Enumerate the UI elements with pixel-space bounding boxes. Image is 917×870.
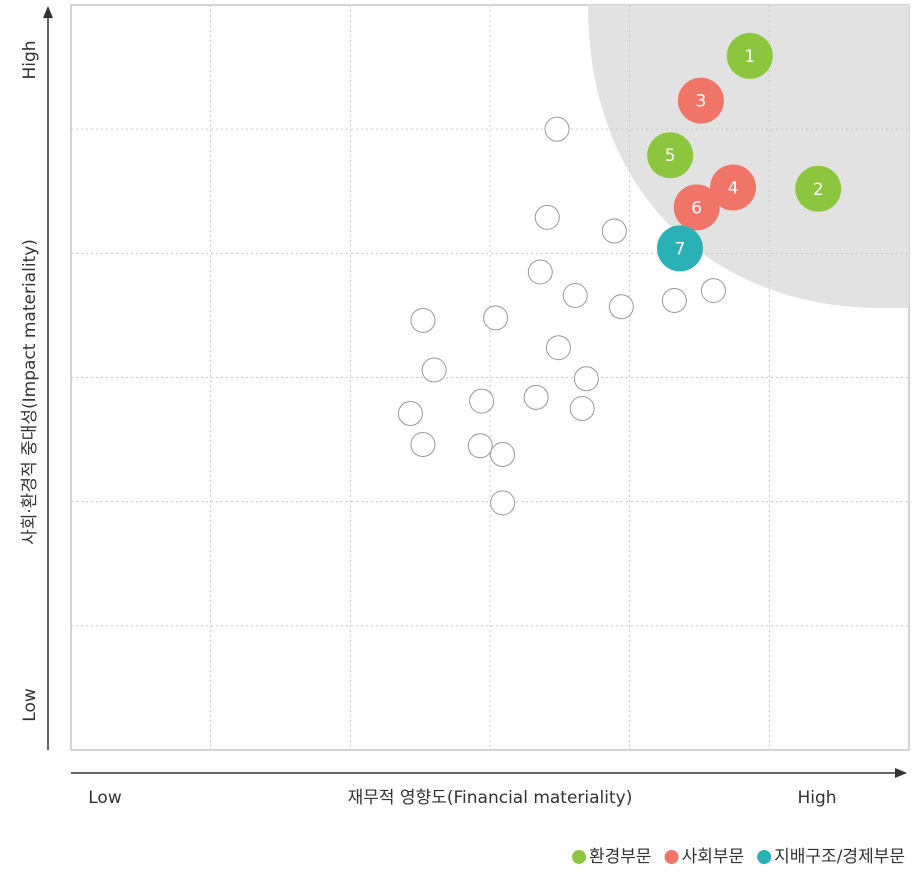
data-point bbox=[647, 132, 694, 179]
point-label: 6 bbox=[691, 198, 702, 218]
data-point bbox=[573, 366, 599, 392]
data-point bbox=[562, 283, 588, 309]
data-point bbox=[608, 294, 634, 320]
data-point bbox=[700, 278, 726, 304]
data-point bbox=[527, 259, 553, 285]
data-point bbox=[483, 305, 509, 331]
data-point bbox=[523, 384, 549, 410]
point-label: 7 bbox=[675, 239, 686, 259]
data-point bbox=[726, 32, 773, 79]
point-label: 1 bbox=[744, 47, 755, 67]
x-high-label: High bbox=[797, 788, 836, 808]
legend-swatch bbox=[757, 850, 772, 864]
legend-label: 환경부문 bbox=[589, 847, 652, 867]
y-axis-title: 사회·환경적 중대성(Impact materiality) bbox=[20, 239, 40, 545]
y-low-label: Low bbox=[20, 688, 40, 722]
data-point bbox=[469, 388, 495, 414]
data-point bbox=[661, 288, 687, 314]
data-point bbox=[490, 441, 516, 467]
point-label: 3 bbox=[695, 92, 706, 112]
data-point bbox=[467, 433, 493, 459]
legend-swatch bbox=[664, 850, 679, 864]
data-point bbox=[545, 335, 571, 361]
data-point bbox=[795, 165, 842, 212]
data-point bbox=[673, 184, 720, 231]
x-low-label: Low bbox=[88, 788, 122, 808]
legend-label: 사회부문 bbox=[682, 847, 745, 867]
data-point bbox=[569, 396, 595, 422]
x-axis-title: 재무적 영향도(Financial materiality) bbox=[348, 788, 633, 808]
data-point bbox=[544, 116, 570, 142]
legend-swatch bbox=[572, 850, 587, 864]
data-point bbox=[410, 307, 436, 333]
point-label: 4 bbox=[728, 179, 739, 199]
data-point bbox=[656, 225, 703, 272]
legend-label: 지배구조/경제부문 bbox=[774, 847, 905, 867]
data-point bbox=[421, 357, 447, 383]
data-point bbox=[397, 401, 423, 427]
data-point bbox=[677, 77, 724, 124]
point-label: 2 bbox=[813, 180, 824, 200]
data-point bbox=[601, 218, 627, 244]
data-point bbox=[710, 164, 757, 211]
y-high-label: High bbox=[20, 40, 40, 79]
data-point bbox=[410, 432, 436, 458]
data-point bbox=[490, 490, 516, 516]
point-label: 5 bbox=[665, 146, 676, 166]
data-point bbox=[534, 204, 560, 230]
priority-zone bbox=[588, 5, 909, 308]
